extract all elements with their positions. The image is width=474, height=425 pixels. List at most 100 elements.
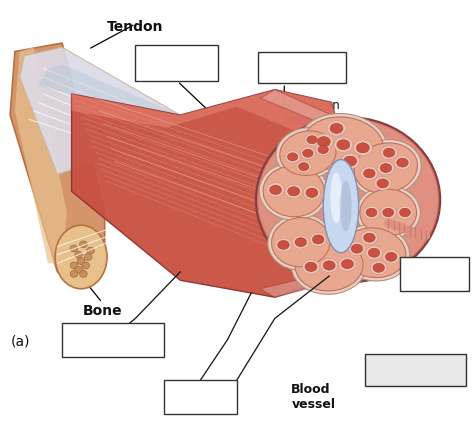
Ellipse shape — [314, 134, 333, 149]
Ellipse shape — [360, 189, 417, 236]
Ellipse shape — [350, 139, 421, 196]
Ellipse shape — [338, 224, 410, 281]
Ellipse shape — [320, 258, 338, 272]
Ellipse shape — [267, 183, 284, 197]
Polygon shape — [15, 47, 67, 264]
Polygon shape — [72, 90, 341, 297]
Polygon shape — [19, 47, 180, 174]
Ellipse shape — [330, 172, 342, 223]
Circle shape — [84, 254, 92, 261]
Ellipse shape — [364, 206, 380, 219]
Ellipse shape — [318, 136, 330, 147]
Ellipse shape — [259, 162, 328, 220]
Ellipse shape — [337, 140, 350, 150]
Ellipse shape — [263, 166, 324, 217]
Ellipse shape — [353, 140, 372, 156]
Ellipse shape — [55, 225, 107, 289]
Ellipse shape — [370, 261, 387, 275]
Ellipse shape — [323, 159, 359, 253]
Ellipse shape — [340, 181, 352, 232]
Ellipse shape — [268, 214, 334, 270]
Ellipse shape — [383, 148, 395, 157]
Ellipse shape — [342, 228, 406, 278]
Ellipse shape — [316, 143, 331, 156]
Ellipse shape — [368, 248, 380, 257]
Bar — [164, 380, 237, 414]
Ellipse shape — [351, 244, 363, 253]
Ellipse shape — [301, 147, 316, 159]
Ellipse shape — [354, 143, 418, 193]
Ellipse shape — [338, 257, 356, 271]
Circle shape — [82, 262, 90, 269]
Ellipse shape — [394, 156, 411, 170]
Text: (between
fibers): (between fibers) — [284, 99, 340, 127]
Polygon shape — [38, 64, 180, 124]
Bar — [136, 45, 218, 81]
Ellipse shape — [270, 185, 282, 195]
Ellipse shape — [312, 235, 324, 244]
Ellipse shape — [361, 167, 378, 180]
Ellipse shape — [302, 260, 319, 274]
Ellipse shape — [341, 153, 360, 169]
Ellipse shape — [377, 161, 394, 175]
Ellipse shape — [356, 143, 369, 153]
Ellipse shape — [364, 169, 375, 178]
Ellipse shape — [374, 176, 391, 190]
Ellipse shape — [296, 161, 311, 173]
Ellipse shape — [348, 242, 365, 255]
Ellipse shape — [304, 133, 319, 146]
Ellipse shape — [299, 163, 309, 171]
Ellipse shape — [341, 259, 353, 269]
Ellipse shape — [285, 151, 300, 163]
Ellipse shape — [303, 186, 320, 200]
Ellipse shape — [285, 184, 302, 198]
Ellipse shape — [361, 231, 378, 244]
Ellipse shape — [295, 240, 363, 291]
Ellipse shape — [383, 250, 400, 264]
Ellipse shape — [366, 208, 377, 217]
Ellipse shape — [275, 238, 292, 252]
Bar — [365, 354, 466, 386]
Circle shape — [80, 241, 87, 248]
Bar — [400, 257, 469, 291]
Ellipse shape — [305, 262, 317, 272]
Polygon shape — [261, 90, 341, 297]
Bar — [258, 51, 346, 83]
Ellipse shape — [323, 261, 335, 270]
Bar — [62, 323, 164, 357]
Ellipse shape — [303, 149, 313, 157]
Ellipse shape — [400, 208, 410, 217]
Circle shape — [70, 262, 78, 269]
Text: Bone: Bone — [82, 303, 122, 317]
Ellipse shape — [310, 232, 327, 246]
Text: Tendon: Tendon — [107, 20, 164, 34]
Circle shape — [77, 258, 85, 265]
Ellipse shape — [303, 117, 383, 173]
Ellipse shape — [334, 137, 353, 153]
Ellipse shape — [288, 187, 300, 196]
Ellipse shape — [373, 264, 384, 272]
Ellipse shape — [318, 145, 328, 153]
Ellipse shape — [287, 153, 298, 161]
Ellipse shape — [330, 123, 343, 133]
Ellipse shape — [292, 237, 367, 294]
Ellipse shape — [276, 128, 340, 179]
Circle shape — [70, 245, 78, 252]
Ellipse shape — [280, 131, 336, 176]
Ellipse shape — [292, 235, 309, 249]
Ellipse shape — [300, 113, 387, 176]
Ellipse shape — [272, 218, 330, 267]
Ellipse shape — [278, 241, 289, 249]
Ellipse shape — [306, 188, 318, 197]
Ellipse shape — [295, 238, 307, 246]
Circle shape — [256, 117, 440, 282]
Text: (a): (a) — [11, 335, 31, 348]
Ellipse shape — [307, 136, 317, 144]
Circle shape — [258, 119, 438, 280]
Ellipse shape — [380, 206, 396, 219]
Ellipse shape — [380, 164, 392, 173]
Ellipse shape — [377, 179, 389, 188]
Circle shape — [70, 271, 78, 278]
Polygon shape — [72, 90, 341, 157]
Ellipse shape — [383, 208, 394, 217]
